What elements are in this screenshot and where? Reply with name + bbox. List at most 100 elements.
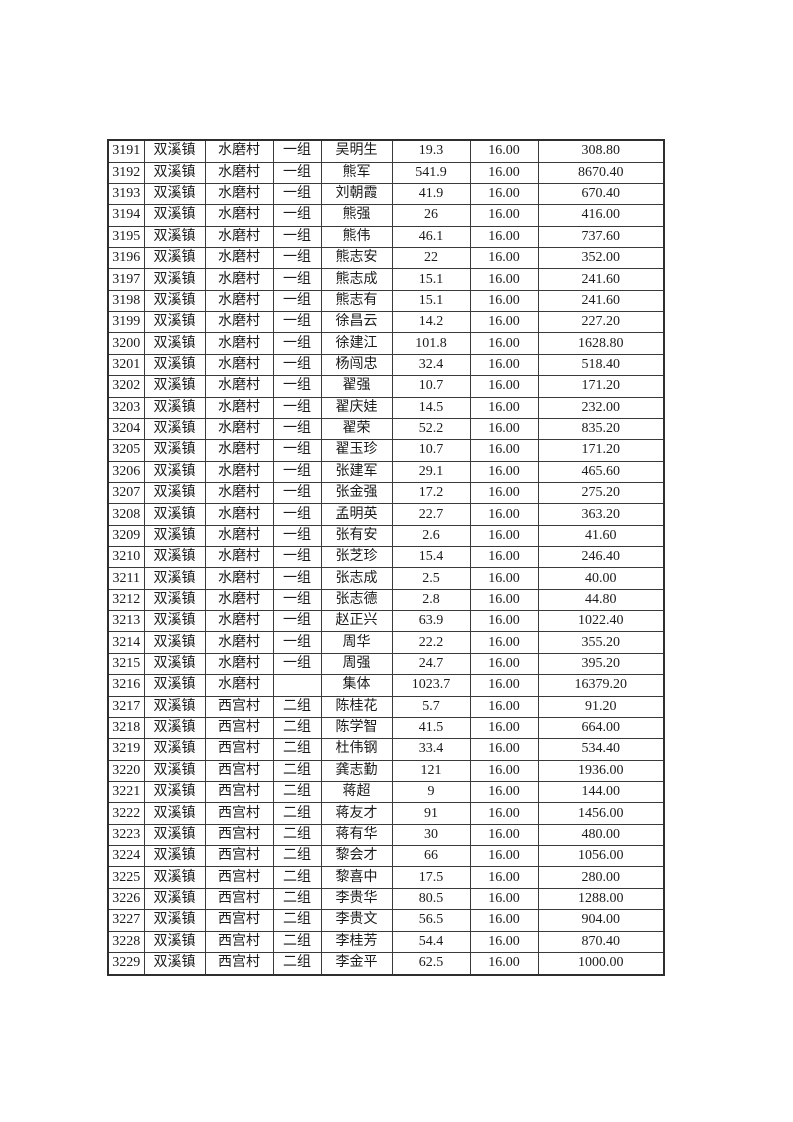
cell-town: 双溪镇 (143, 780, 206, 804)
cell-village: 西宫村 (204, 845, 274, 868)
cell-amount: 416.00 (537, 204, 665, 227)
cell-serial-no: 3206 (107, 460, 145, 483)
cell-town: 双溪镇 (143, 311, 206, 334)
cell-town: 双溪镇 (143, 546, 206, 569)
payment-records-table: 3191 双溪镇 水磨村 一组 吴明生 19.3 16.00 308.80 3192 双溪镇 水磨村… (107, 139, 665, 976)
cell-serial-no: 3215 (107, 652, 145, 676)
cell-amount: 480.00 (537, 823, 665, 847)
cell-town: 双溪镇 (143, 524, 206, 548)
cell-group: 一组 (272, 439, 322, 462)
cell-amount: 363.20 (537, 503, 665, 526)
cell-group: 一组 (272, 182, 322, 206)
cell-amount: 41.60 (537, 524, 665, 548)
cell-quantity: 2.6 (391, 524, 471, 548)
cell-town: 双溪镇 (143, 417, 206, 441)
cell-group: 一组 (272, 588, 322, 612)
table-row: 3225 双溪镇 西宫村 二组 黎喜中 17.5 16.00 280.00 (107, 866, 665, 889)
cell-quantity: 29.1 (391, 460, 471, 483)
cell-town: 双溪镇 (143, 439, 206, 462)
cell-amount: 518.40 (537, 353, 665, 377)
cell-town: 双溪镇 (143, 951, 206, 976)
cell-amount: 534.40 (537, 738, 665, 761)
table-row: 3199 双溪镇 水磨村 一组 徐昌云 14.2 16.00 227.20 (107, 311, 665, 334)
cell-name: 蒋友才 (320, 802, 393, 825)
cell-village: 水磨村 (204, 481, 274, 505)
cell-group: 二组 (272, 887, 322, 911)
cell-quantity: 17.2 (391, 481, 471, 505)
table-row: 3228 双溪镇 西宫村 二组 李桂芳 54.4 16.00 870.40 (107, 930, 665, 953)
cell-group: 二组 (272, 930, 322, 953)
cell-quantity: 10.7 (391, 439, 471, 462)
cell-amount: 1628.80 (537, 332, 665, 355)
cell-serial-no: 3198 (107, 289, 145, 313)
cell-unit-price: 16.00 (469, 524, 539, 548)
cell-name: 蒋超 (320, 780, 393, 804)
cell-village: 水磨村 (204, 139, 274, 163)
cell-amount: 1456.00 (537, 802, 665, 825)
cell-group: 一组 (272, 268, 322, 291)
table-row: 3197 双溪镇 水磨村 一组 熊志成 15.1 16.00 241.60 (107, 268, 665, 291)
cell-village: 水磨村 (204, 182, 274, 206)
cell-village: 水磨村 (204, 503, 274, 526)
cell-amount: 91.20 (537, 695, 665, 718)
cell-town: 双溪镇 (143, 139, 206, 163)
cell-town: 双溪镇 (143, 225, 206, 249)
cell-village: 水磨村 (204, 674, 274, 697)
cell-unit-price: 16.00 (469, 546, 539, 569)
cell-quantity: 15.1 (391, 268, 471, 291)
cell-serial-no: 3222 (107, 802, 145, 825)
cell-town: 双溪镇 (143, 289, 206, 313)
cell-group: 二组 (272, 866, 322, 889)
cell-serial-no: 3228 (107, 930, 145, 953)
cell-amount: 1022.40 (537, 610, 665, 633)
cell-serial-no: 3213 (107, 610, 145, 633)
cell-group: 二组 (272, 823, 322, 847)
cell-unit-price: 16.00 (469, 225, 539, 249)
cell-amount: 246.40 (537, 546, 665, 569)
cell-name: 杜伟钢 (320, 738, 393, 761)
cell-amount: 1056.00 (537, 845, 665, 868)
cell-serial-no: 3195 (107, 225, 145, 249)
cell-group: 一组 (272, 396, 322, 419)
table-row: 3214 双溪镇 水磨村 一组 周华 22.2 16.00 355.20 (107, 631, 665, 654)
cell-village: 水磨村 (204, 652, 274, 676)
table-row: 3204 双溪镇 水磨村 一组 翟荣 52.2 16.00 835.20 (107, 417, 665, 441)
cell-quantity: 63.9 (391, 610, 471, 633)
cell-town: 双溪镇 (143, 610, 206, 633)
cell-village: 水磨村 (204, 610, 274, 633)
cell-serial-no: 3194 (107, 204, 145, 227)
cell-quantity: 2.5 (391, 567, 471, 590)
cell-name: 周强 (320, 652, 393, 676)
cell-amount: 227.20 (537, 311, 665, 334)
cell-quantity: 62.5 (391, 951, 471, 976)
cell-quantity: 5.7 (391, 695, 471, 718)
cell-village: 水磨村 (204, 289, 274, 313)
cell-group: 一组 (272, 311, 322, 334)
cell-village: 水磨村 (204, 353, 274, 377)
cell-unit-price: 16.00 (469, 610, 539, 633)
cell-village: 西宫村 (204, 802, 274, 825)
cell-quantity: 14.2 (391, 311, 471, 334)
cell-serial-no: 3217 (107, 695, 145, 718)
cell-town: 双溪镇 (143, 909, 206, 932)
cell-serial-no: 3197 (107, 268, 145, 291)
cell-name: 杨闯忠 (320, 353, 393, 377)
cell-town: 双溪镇 (143, 396, 206, 419)
cell-village: 水磨村 (204, 439, 274, 462)
table-row: 3226 双溪镇 西宫村 二组 李贵华 80.5 16.00 1288.00 (107, 887, 665, 911)
table-row: 3205 双溪镇 水磨村 一组 翟玉珍 10.7 16.00 171.20 (107, 439, 665, 462)
table-row: 3218 双溪镇 西宫村 二组 陈学智 41.5 16.00 664.00 (107, 716, 665, 740)
cell-unit-price: 16.00 (469, 652, 539, 676)
cell-unit-price: 16.00 (469, 439, 539, 462)
cell-village: 西宫村 (204, 823, 274, 847)
cell-unit-price: 16.00 (469, 759, 539, 783)
cell-amount: 664.00 (537, 716, 665, 740)
cell-name: 李贵文 (320, 909, 393, 932)
cell-group: 一组 (272, 225, 322, 249)
cell-serial-no: 3192 (107, 161, 145, 184)
cell-quantity: 19.3 (391, 139, 471, 163)
table-row: 3211 双溪镇 水磨村 一组 张志成 2.5 16.00 40.00 (107, 567, 665, 590)
cell-village: 水磨村 (204, 631, 274, 654)
cell-group: 一组 (272, 247, 322, 270)
cell-quantity: 10.7 (391, 375, 471, 398)
